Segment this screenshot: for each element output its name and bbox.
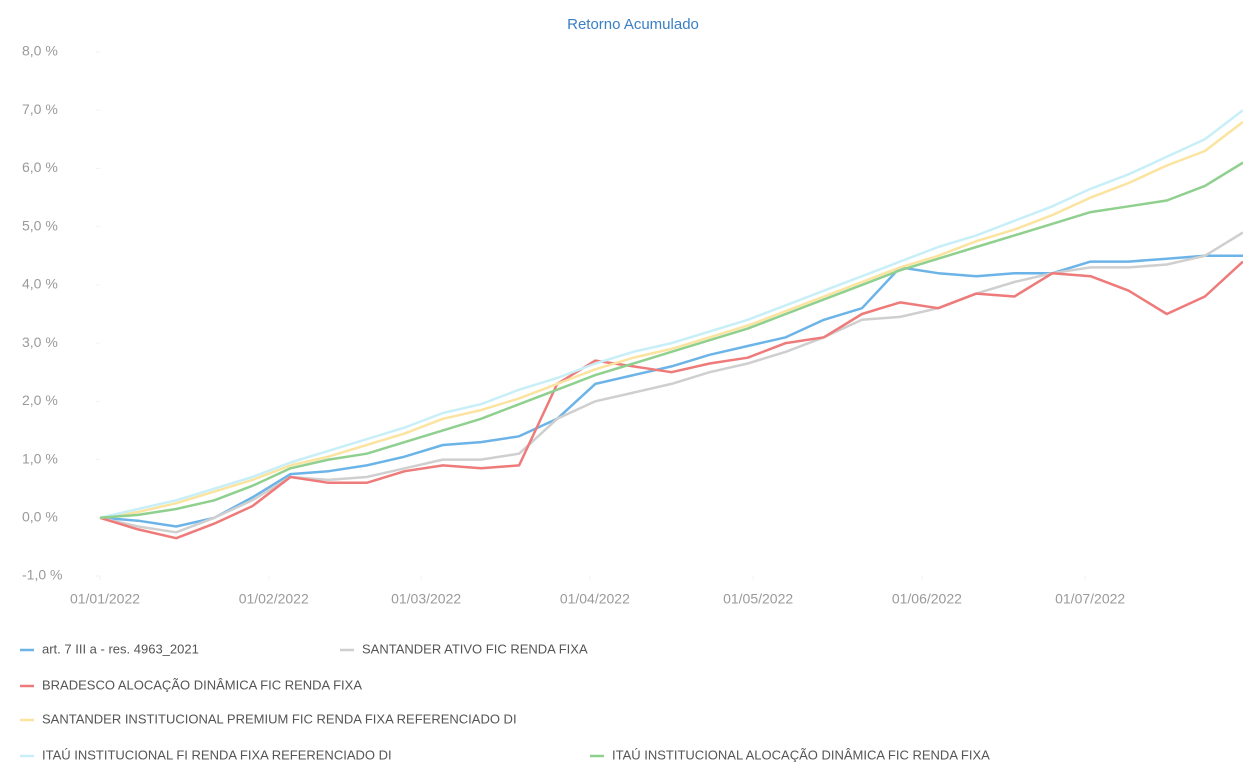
y-tick-label: 7,0 % <box>22 101 58 117</box>
x-tick-label: 01/05/2022 <box>723 591 793 607</box>
legend-label: SANTANDER ATIVO FIC RENDA FIXA <box>362 641 588 656</box>
series-line <box>99 231 1243 534</box>
y-tick-label: 8,0 % <box>22 43 58 59</box>
y-tick-label: 5,0 % <box>22 217 58 233</box>
series-line <box>99 161 1243 520</box>
series-line <box>99 260 1243 540</box>
y-tick-label: -1,0 % <box>22 567 62 583</box>
legend-label: art. 7 III a - res. 4963_2021 <box>42 641 199 656</box>
series-line <box>99 120 1243 520</box>
legend-label: SANTANDER INSTITUCIONAL PREMIUM FIC REND… <box>42 711 517 726</box>
x-tick-label: 01/07/2022 <box>1055 591 1125 607</box>
chart-title: Retorno Acumulado <box>567 16 699 33</box>
series-line <box>99 109 1243 520</box>
y-tick-label: 4,0 % <box>22 276 58 292</box>
x-tick-label: 01/04/2022 <box>560 591 630 607</box>
y-tick-label: 2,0 % <box>22 392 58 408</box>
legend-label: ITAÚ INSTITUCIONAL ALOCAÇÃO DINÂMICA FIC… <box>612 747 990 762</box>
y-tick-label: 0,0 % <box>22 508 58 524</box>
y-tick-label: 6,0 % <box>22 159 58 175</box>
x-tick-label: 01/06/2022 <box>892 591 962 607</box>
y-tick-label: 1,0 % <box>22 450 58 466</box>
legend-label: BRADESCO ALOCAÇÃO DINÂMICA FIC RENDA FIX… <box>42 677 362 692</box>
x-tick-label: 01/03/2022 <box>391 591 461 607</box>
legend-label: ITAÚ INSTITUCIONAL FI RENDA FIXA REFEREN… <box>42 747 392 762</box>
y-tick-label: 3,0 % <box>22 334 58 350</box>
series-line <box>99 254 1243 528</box>
x-tick-label: 01/02/2022 <box>239 591 309 607</box>
x-tick-label: 01/01/2022 <box>70 591 140 607</box>
